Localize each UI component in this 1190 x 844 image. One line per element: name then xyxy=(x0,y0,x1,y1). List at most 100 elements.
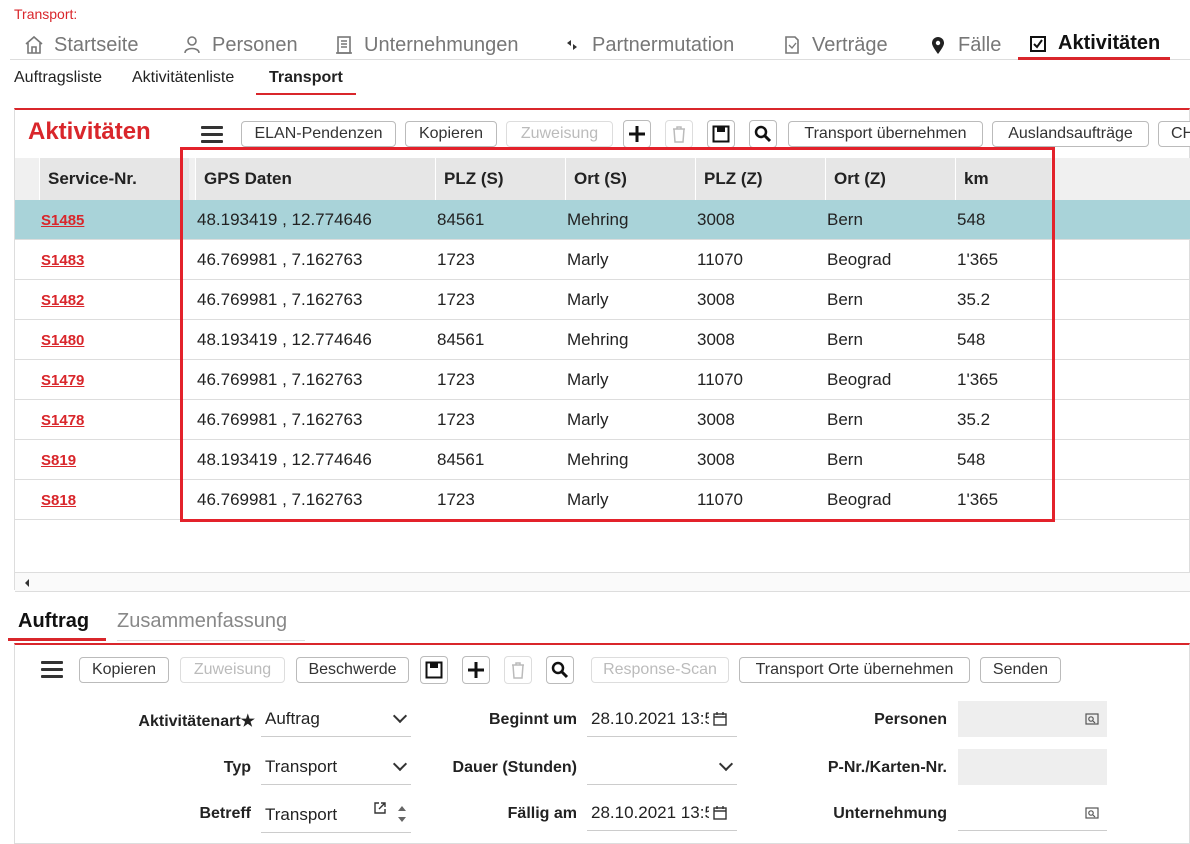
tab-startseite[interactable]: Startseite xyxy=(24,30,138,60)
betreff-field[interactable]: Transport xyxy=(261,797,411,833)
search-icon xyxy=(551,661,569,679)
delete-button[interactable] xyxy=(504,656,532,684)
service-nr-link[interactable]: S1483 xyxy=(41,251,85,269)
lookup-icon[interactable] xyxy=(1085,807,1099,819)
service-nr-link[interactable]: S818 xyxy=(41,491,77,509)
calendar-icon[interactable] xyxy=(713,712,727,726)
tab-unternehmungen[interactable]: Unternehmungen xyxy=(334,30,519,60)
add-button[interactable] xyxy=(623,120,651,148)
table-cell: 1'365 xyxy=(957,490,999,509)
elan-pendenzen-button[interactable]: ELAN-Pendenzen xyxy=(241,121,396,147)
plus-icon xyxy=(468,662,484,678)
breadcrumb: Transport: xyxy=(14,6,78,22)
service-nr-cell[interactable]: S1479 xyxy=(41,360,84,400)
swap-icon xyxy=(562,35,582,55)
tab-personen[interactable]: Personen xyxy=(182,30,298,60)
col-gps-daten[interactable]: GPS Daten xyxy=(195,158,435,200)
table-row[interactable]: S1485 48.193419 , 12.774646 84561 Mehring 30… xyxy=(15,200,1190,240)
spinner-icon[interactable] xyxy=(397,803,407,825)
faellig-label: Fällig am xyxy=(507,805,577,822)
table-row[interactable]: S1482 46.769981 , 7.162763 1723 Marly 3008 Be… xyxy=(15,280,1190,320)
scroll-left-icon[interactable] xyxy=(21,573,33,593)
subtab-aktivitaetenliste[interactable]: Aktivitätenliste xyxy=(132,69,235,86)
faellig-field[interactable]: 28.10.2021 13:50 xyxy=(587,795,737,831)
table-cell: 46.769981 , 7.162763 xyxy=(197,290,363,309)
add-button[interactable] xyxy=(462,656,490,684)
search-button[interactable] xyxy=(546,656,574,684)
typ-label: Typ xyxy=(223,759,251,776)
delete-button[interactable] xyxy=(665,120,693,148)
col-plz-s[interactable]: PLZ (S) xyxy=(435,158,565,200)
response-scan-button[interactable]: Response-Scan xyxy=(591,657,729,683)
calendar-icon[interactable] xyxy=(713,806,727,820)
open-external-icon[interactable] xyxy=(373,801,387,815)
service-nr-link[interactable]: S1479 xyxy=(41,371,85,389)
senden-button[interactable]: Senden xyxy=(980,657,1061,683)
table-cell: Marly xyxy=(567,490,609,509)
aktivitaetenart-select[interactable]: Auftrag xyxy=(261,701,411,737)
table-row[interactable]: S818 46.769981 , 7.162763 1723 Marly 11070 Be… xyxy=(15,480,1190,520)
save-button[interactable] xyxy=(420,656,448,684)
table-cell: 1723 xyxy=(437,370,475,389)
service-nr-cell[interactable]: S1480 xyxy=(41,320,84,360)
tab-aktivitaeten[interactable]: Aktivitäten xyxy=(1018,30,1171,60)
service-nr-link[interactable]: S1482 xyxy=(41,291,85,309)
service-nr-link[interactable]: S819 xyxy=(41,451,77,469)
auslandsauftraege-button[interactable]: Auslandsaufträge xyxy=(992,121,1149,147)
home-icon xyxy=(24,35,44,55)
table-cell: 46.769981 , 7.162763 xyxy=(197,370,363,389)
table-cell: Bern xyxy=(827,290,863,309)
table-cell: 3008 xyxy=(697,450,735,469)
kopieren-button[interactable]: Kopieren xyxy=(405,121,497,147)
tab-partnermutation[interactable]: Partnermutation xyxy=(562,30,734,60)
service-nr-link[interactable]: S1480 xyxy=(41,331,85,349)
beginnt-field[interactable]: 28.10.2021 13:50 xyxy=(587,701,737,737)
service-nr-cell[interactable]: S1485 xyxy=(41,200,84,240)
typ-select[interactable]: Transport xyxy=(261,749,411,785)
col-km[interactable]: km xyxy=(955,158,1051,200)
service-nr-cell[interactable]: S818 xyxy=(41,480,76,520)
tab-zusammenfassung[interactable]: Zusammenfassung xyxy=(117,610,305,641)
personen-field[interactable] xyxy=(958,701,1107,737)
service-nr-cell[interactable]: S1478 xyxy=(41,400,84,440)
table-row[interactable]: S1483 46.769981 , 7.162763 1723 Marly 11070 B… xyxy=(15,240,1190,280)
unternehmung-field[interactable] xyxy=(958,795,1107,831)
menu-icon[interactable] xyxy=(201,126,223,144)
tab-vertraege[interactable]: Verträge xyxy=(782,30,888,60)
col-ort-z[interactable]: Ort (Z) xyxy=(825,158,955,200)
table-row[interactable]: S1479 46.769981 , 7.162763 1723 Marly 11070 B… xyxy=(15,360,1190,400)
service-nr-link[interactable]: S1478 xyxy=(41,411,85,429)
search-button[interactable] xyxy=(749,120,777,148)
menu-icon[interactable] xyxy=(41,661,63,679)
table-cell: 1723 xyxy=(437,410,475,429)
col-service-nr[interactable]: Service-Nr. xyxy=(39,158,189,200)
service-nr-cell[interactable]: S1483 xyxy=(41,240,84,280)
horizontal-scrollbar[interactable] xyxy=(15,572,1190,592)
lookup-icon[interactable] xyxy=(1085,713,1099,725)
table-cell: Bern xyxy=(827,210,863,229)
service-nr-cell[interactable]: S819 xyxy=(41,440,76,480)
tab-label: Personen xyxy=(212,33,298,56)
tab-faelle[interactable]: Fälle xyxy=(928,30,1001,60)
subtab-auftragsliste[interactable]: Auftragsliste xyxy=(14,69,103,86)
ch-button[interactable]: CH xyxy=(1158,121,1190,147)
tab-auftrag[interactable]: Auftrag xyxy=(8,610,106,641)
pnr-field[interactable] xyxy=(958,749,1107,785)
service-nr-link[interactable]: S1485 xyxy=(41,211,85,229)
table-row[interactable]: S819 48.193419 , 12.774646 84561 Mehring 300… xyxy=(15,440,1190,480)
beschwerde-button[interactable]: Beschwerde xyxy=(296,657,409,683)
transport-uebernehmen-button[interactable]: Transport übernehmen xyxy=(788,121,983,147)
zuweisung-button[interactable]: Zuweisung xyxy=(180,657,285,683)
transport-orte-button[interactable]: Transport Orte übernehmen xyxy=(739,657,970,683)
col-plz-z[interactable]: PLZ (Z) xyxy=(695,158,825,200)
table-cell: 11070 xyxy=(697,490,744,509)
col-ort-s[interactable]: Ort (S) xyxy=(565,158,695,200)
dauer-select[interactable] xyxy=(587,749,737,785)
service-nr-cell[interactable]: S1482 xyxy=(41,280,84,320)
zuweisung-button[interactable]: Zuweisung xyxy=(506,121,613,147)
kopieren-button[interactable]: Kopieren xyxy=(79,657,169,683)
table-row[interactable]: S1480 48.193419 , 12.774646 84561 Mehring 30… xyxy=(15,320,1190,360)
table-row[interactable]: S1478 46.769981 , 7.162763 1723 Marly 3008 Be… xyxy=(15,400,1190,440)
save-button[interactable] xyxy=(707,120,735,148)
subtab-transport[interactable]: Transport xyxy=(256,69,356,95)
